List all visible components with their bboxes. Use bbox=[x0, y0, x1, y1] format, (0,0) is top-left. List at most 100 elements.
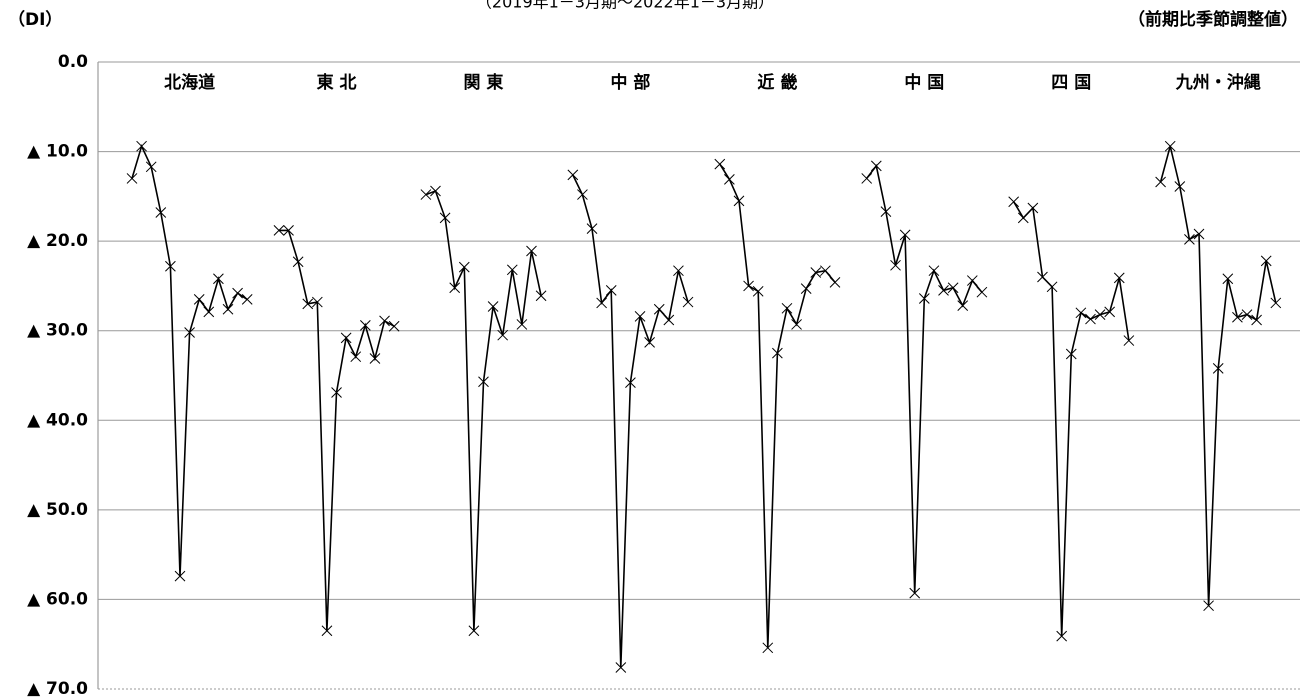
marker bbox=[615, 662, 627, 673]
marker bbox=[497, 329, 509, 341]
marker bbox=[1046, 281, 1058, 293]
marker bbox=[174, 570, 186, 582]
marker bbox=[966, 275, 978, 286]
marker bbox=[340, 332, 352, 344]
marker bbox=[126, 173, 138, 184]
marker bbox=[861, 173, 873, 184]
y-tick-label: ▲ 30.0 bbox=[27, 321, 88, 341]
marker bbox=[184, 327, 195, 338]
marker bbox=[232, 287, 243, 299]
marker bbox=[762, 642, 774, 654]
marker bbox=[1212, 362, 1224, 374]
marker bbox=[899, 229, 911, 241]
marker bbox=[596, 297, 607, 309]
marker bbox=[880, 206, 892, 217]
series-line bbox=[719, 163, 836, 648]
marker bbox=[1075, 307, 1087, 319]
marker bbox=[1094, 309, 1106, 320]
marker bbox=[682, 296, 694, 308]
marker bbox=[625, 377, 636, 389]
marker bbox=[359, 319, 371, 331]
marker bbox=[526, 245, 537, 257]
marker bbox=[203, 306, 215, 318]
marker bbox=[1193, 228, 1205, 240]
marker bbox=[577, 189, 588, 200]
series-line bbox=[866, 164, 983, 594]
marker bbox=[928, 265, 940, 277]
marker bbox=[800, 283, 812, 294]
marker bbox=[273, 225, 285, 236]
marker bbox=[165, 260, 176, 272]
marker bbox=[870, 160, 882, 172]
marker bbox=[733, 195, 745, 207]
marker bbox=[1104, 306, 1116, 318]
marker bbox=[586, 223, 598, 234]
chart-subtitle: （2019年1－3月期～2022年1－3月期） bbox=[476, 0, 774, 12]
marker bbox=[388, 320, 400, 332]
marker bbox=[1222, 273, 1234, 285]
marker bbox=[781, 302, 793, 314]
y-tick-label: ▲ 70.0 bbox=[27, 679, 88, 699]
marker bbox=[653, 303, 665, 315]
marker bbox=[420, 189, 432, 200]
marker bbox=[535, 290, 547, 302]
marker bbox=[1027, 202, 1039, 214]
marker bbox=[772, 347, 783, 359]
series-label: 東 北 bbox=[317, 72, 357, 93]
marker bbox=[458, 261, 470, 273]
marker bbox=[743, 280, 754, 292]
marker bbox=[369, 353, 381, 364]
marker bbox=[292, 256, 304, 268]
marker bbox=[193, 294, 205, 305]
marker bbox=[321, 625, 333, 637]
y-tick-label: ▲ 60.0 bbox=[27, 589, 88, 609]
marker bbox=[918, 293, 930, 304]
marker bbox=[947, 282, 959, 294]
series-line bbox=[278, 229, 395, 631]
marker bbox=[379, 315, 390, 327]
marker bbox=[487, 301, 499, 312]
marker bbox=[468, 625, 480, 637]
marker bbox=[222, 303, 234, 315]
marker bbox=[714, 158, 726, 170]
marker bbox=[1270, 297, 1282, 309]
marker bbox=[663, 314, 675, 326]
marker bbox=[506, 264, 518, 276]
marker bbox=[567, 169, 579, 181]
marker bbox=[1085, 313, 1096, 325]
series-label: 中 部 bbox=[610, 72, 650, 93]
marker bbox=[1056, 630, 1068, 642]
marker bbox=[516, 319, 528, 330]
marker bbox=[430, 185, 441, 197]
marker bbox=[1241, 309, 1253, 320]
marker bbox=[890, 259, 901, 271]
marker bbox=[957, 300, 969, 311]
marker bbox=[938, 285, 949, 296]
marker bbox=[155, 207, 167, 218]
marker bbox=[810, 267, 822, 278]
marker bbox=[791, 319, 802, 330]
marker bbox=[976, 286, 988, 298]
series-line bbox=[1013, 201, 1130, 637]
marker bbox=[634, 311, 646, 322]
marker bbox=[311, 296, 323, 308]
marker bbox=[1251, 314, 1262, 326]
series-line bbox=[572, 174, 689, 668]
y-tick-label: 0.0 bbox=[58, 52, 88, 72]
marker bbox=[644, 337, 655, 348]
marker bbox=[350, 351, 362, 363]
marker bbox=[724, 173, 735, 185]
marker bbox=[909, 587, 921, 599]
marker bbox=[1184, 233, 1195, 245]
marker bbox=[1113, 272, 1125, 284]
marker bbox=[283, 225, 294, 236]
series-label: 近 畿 bbox=[757, 72, 797, 93]
series-line bbox=[131, 143, 248, 577]
y-axis-label: （DI） bbox=[8, 9, 62, 30]
marker bbox=[136, 140, 147, 152]
series-label: 中 国 bbox=[904, 72, 944, 93]
marker bbox=[1123, 335, 1135, 346]
marker bbox=[1164, 140, 1176, 152]
marker bbox=[145, 161, 157, 173]
